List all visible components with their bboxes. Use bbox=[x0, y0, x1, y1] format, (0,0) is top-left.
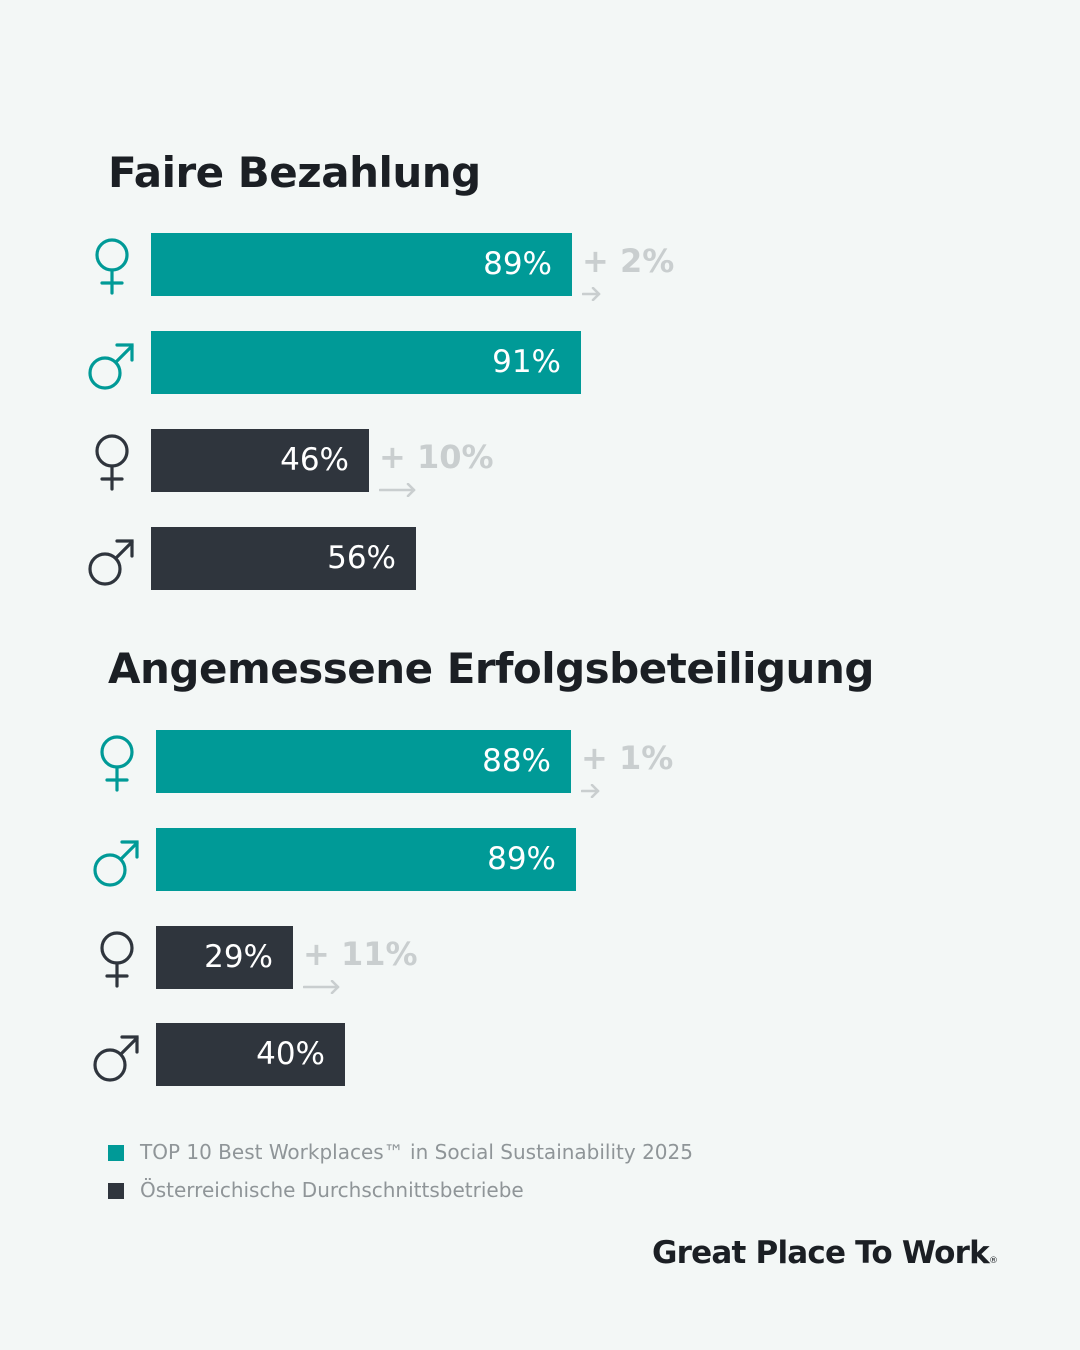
bar-top10-male: 91% bbox=[151, 331, 581, 394]
male-symbol-icon bbox=[88, 539, 134, 586]
brand-logo: Great Place To Work® bbox=[652, 1235, 998, 1271]
bar-value-label: 29% bbox=[204, 939, 273, 975]
female-symbol-icon bbox=[95, 434, 129, 491]
male-symbol-icon bbox=[88, 343, 134, 390]
bar-average-male: 40% bbox=[156, 1023, 345, 1086]
bar-average-male: 56% bbox=[151, 527, 416, 590]
chart-title: Faire Bezahlung bbox=[108, 148, 481, 197]
bar-value-label: 56% bbox=[327, 540, 396, 576]
bar-value-label: 89% bbox=[483, 246, 552, 282]
female-symbol-icon bbox=[100, 931, 134, 988]
arrow-right-icon bbox=[582, 287, 601, 301]
bar-top10-female: 88% bbox=[156, 730, 571, 793]
brand-name: Great Place To Work bbox=[652, 1235, 990, 1271]
arrow-right-icon bbox=[303, 980, 340, 994]
bar-top10-female: 89% bbox=[151, 233, 572, 296]
difference-label: + 2% bbox=[582, 242, 675, 280]
female-symbol-icon bbox=[100, 735, 134, 792]
difference-label: + 11% bbox=[303, 935, 418, 973]
chart-title: Angemessene Erfolgsbeteiligung bbox=[108, 644, 874, 693]
legend-label-top10: TOP 10 Best Workplaces™ in Social Sustai… bbox=[140, 1140, 693, 1164]
male-symbol-icon bbox=[93, 840, 139, 887]
legend-label-average: Österreichische Durchschnittsbetriebe bbox=[140, 1178, 524, 1202]
bar-value-label: 46% bbox=[280, 442, 349, 478]
bar-value-label: 91% bbox=[492, 344, 561, 380]
arrow-right-icon bbox=[581, 784, 600, 798]
bar-value-label: 89% bbox=[487, 841, 556, 877]
female-symbol-icon bbox=[95, 238, 129, 295]
difference-label: + 1% bbox=[581, 739, 674, 777]
arrow-right-icon bbox=[379, 483, 416, 497]
male-symbol-icon bbox=[93, 1035, 139, 1082]
bar-top10-male: 89% bbox=[156, 828, 576, 891]
brand-registered-mark: ® bbox=[989, 1256, 998, 1266]
difference-label: + 10% bbox=[379, 438, 494, 476]
bar-value-label: 40% bbox=[256, 1036, 325, 1072]
legend-swatch-average bbox=[108, 1183, 124, 1199]
bar-average-female: 29% bbox=[156, 926, 293, 989]
bar-average-female: 46% bbox=[151, 429, 369, 492]
bar-value-label: 88% bbox=[482, 743, 551, 779]
legend-swatch-top10 bbox=[108, 1145, 124, 1161]
